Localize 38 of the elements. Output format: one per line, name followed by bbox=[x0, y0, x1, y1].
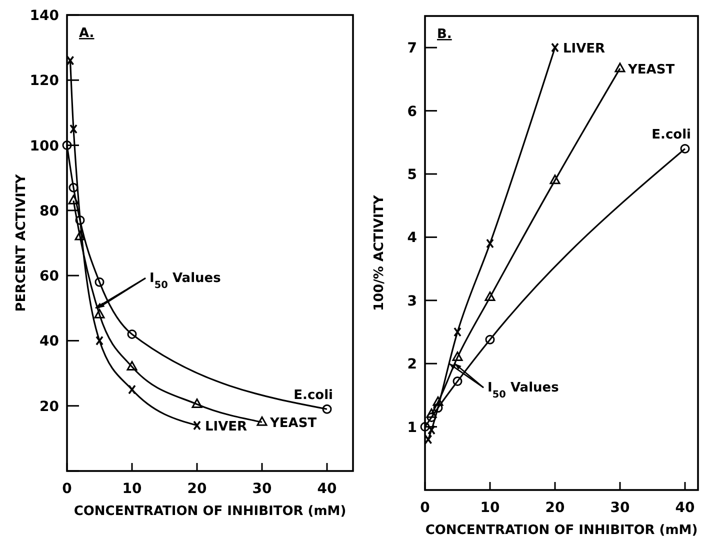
y-axis-title: PERCENT ACTIVITY bbox=[14, 174, 29, 312]
y-tick-label: 20 bbox=[40, 398, 60, 415]
y-tick-label: 2 bbox=[407, 356, 417, 373]
series-label: LIVER bbox=[563, 42, 606, 57]
x-tick-label: 10 bbox=[480, 500, 500, 516]
x-tick-label: 40 bbox=[675, 500, 695, 516]
y-tick-label: 60 bbox=[40, 268, 60, 285]
x-tick-label: 30 bbox=[252, 481, 272, 497]
x-tick-label: 20 bbox=[545, 500, 565, 516]
y-axis-title: 100/% ACTIVITY bbox=[372, 194, 387, 311]
series-label: E.coli bbox=[652, 128, 691, 143]
x-tick-label: 10 bbox=[122, 481, 142, 497]
y-tick-label: 3 bbox=[407, 293, 417, 310]
y-tick-label: 100 bbox=[30, 138, 60, 154]
y-tick-label: 120 bbox=[30, 73, 60, 90]
annotation: I$_{50}$ Values bbox=[150, 271, 222, 291]
annotation: I$_{50}$ Values bbox=[488, 380, 560, 400]
text: B. bbox=[437, 27, 452, 42]
y-tick-label: 6 bbox=[407, 104, 417, 120]
y-tick-label: 140 bbox=[30, 8, 60, 24]
y-tick-label: 7 bbox=[407, 40, 417, 57]
series-label: LIVER bbox=[205, 419, 248, 434]
y-tick-label: 5 bbox=[407, 167, 417, 183]
y-tick-label: 1 bbox=[407, 420, 417, 436]
series-label: YEAST bbox=[269, 416, 317, 432]
y-tick-label: 4 bbox=[407, 230, 418, 246]
series-label: E.coli bbox=[294, 388, 333, 404]
y-tick-label: 40 bbox=[40, 334, 60, 350]
text: A. bbox=[79, 26, 94, 41]
x-tick-label: 20 bbox=[187, 481, 207, 497]
x-axis-title: CONCENTRATION OF INHIBITOR (mM) bbox=[74, 504, 346, 519]
x-tick-label: 0 bbox=[420, 500, 430, 516]
x-axis-title: CONCENTRATION OF INHIBITOR (mM) bbox=[425, 523, 698, 538]
series-label: YEAST bbox=[627, 62, 675, 78]
y-tick-label: 80 bbox=[40, 203, 60, 220]
x-tick-label: 0 bbox=[62, 481, 72, 497]
x-tick-label: 30 bbox=[610, 500, 630, 516]
x-tick-label: 40 bbox=[317, 481, 337, 497]
